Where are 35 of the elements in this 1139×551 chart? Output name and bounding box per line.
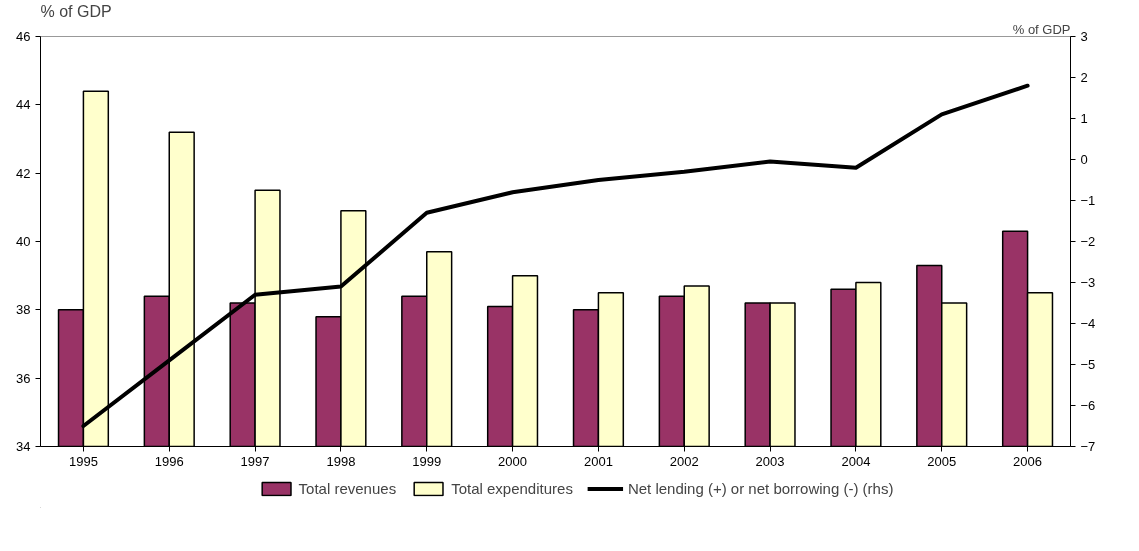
y2-tick-label: −1 (1080, 193, 1096, 208)
x-tick-label: 1999 (412, 453, 442, 469)
y-axis-title: % of GDP (40, 2, 112, 20)
x-tick-label: 1995 (68, 453, 98, 469)
y2-tick-label: 0 (1080, 152, 1088, 167)
legend-label: Total revenues (298, 479, 397, 497)
y-tick-label: 44 (16, 97, 31, 113)
y2-tick-label: 1 (1080, 111, 1088, 126)
y2-tick-label: −5 (1080, 357, 1096, 372)
y-tick-label: 34 (16, 439, 31, 454)
y2-tick-label: −6 (1080, 398, 1096, 413)
y-tick-label: 46 (16, 29, 31, 44)
y2-tick-label: −3 (1080, 275, 1096, 290)
y2-tick-label: 3 (1080, 29, 1088, 44)
x-tick-label: 2003 (755, 453, 785, 469)
y2-tick-label: −2 (1080, 234, 1096, 249)
x-tick-label: 2001 (583, 453, 613, 469)
x-tick-label: 1998 (326, 453, 356, 469)
x-tick-label: 2002 (669, 453, 699, 469)
x-tick-label: 2006 (1013, 453, 1043, 469)
x-tick-label: 2004 (841, 453, 871, 469)
y-tick-label: 40 (16, 234, 31, 249)
y-tick-label: 36 (16, 370, 31, 386)
x-tick-label: 2005 (927, 453, 957, 469)
x-tick-label: 1996 (154, 453, 184, 469)
y2-tick-label: 2 (1080, 70, 1088, 85)
y2-axis-title: % of GDP (1012, 21, 1071, 37)
legend-label: Net lending (+) or net borrowing (-) (rhs) (627, 479, 894, 497)
legend-label: Total expenditures (451, 479, 573, 497)
y-tick-label: 42 (16, 165, 31, 181)
y2-tick-label: −4 (1080, 316, 1096, 331)
y-tick-label: 38 (16, 302, 31, 318)
x-tick-label: 2000 (498, 453, 528, 469)
x-tick-label: 1997 (240, 453, 270, 469)
y2-tick-label: −7 (1080, 439, 1096, 454)
